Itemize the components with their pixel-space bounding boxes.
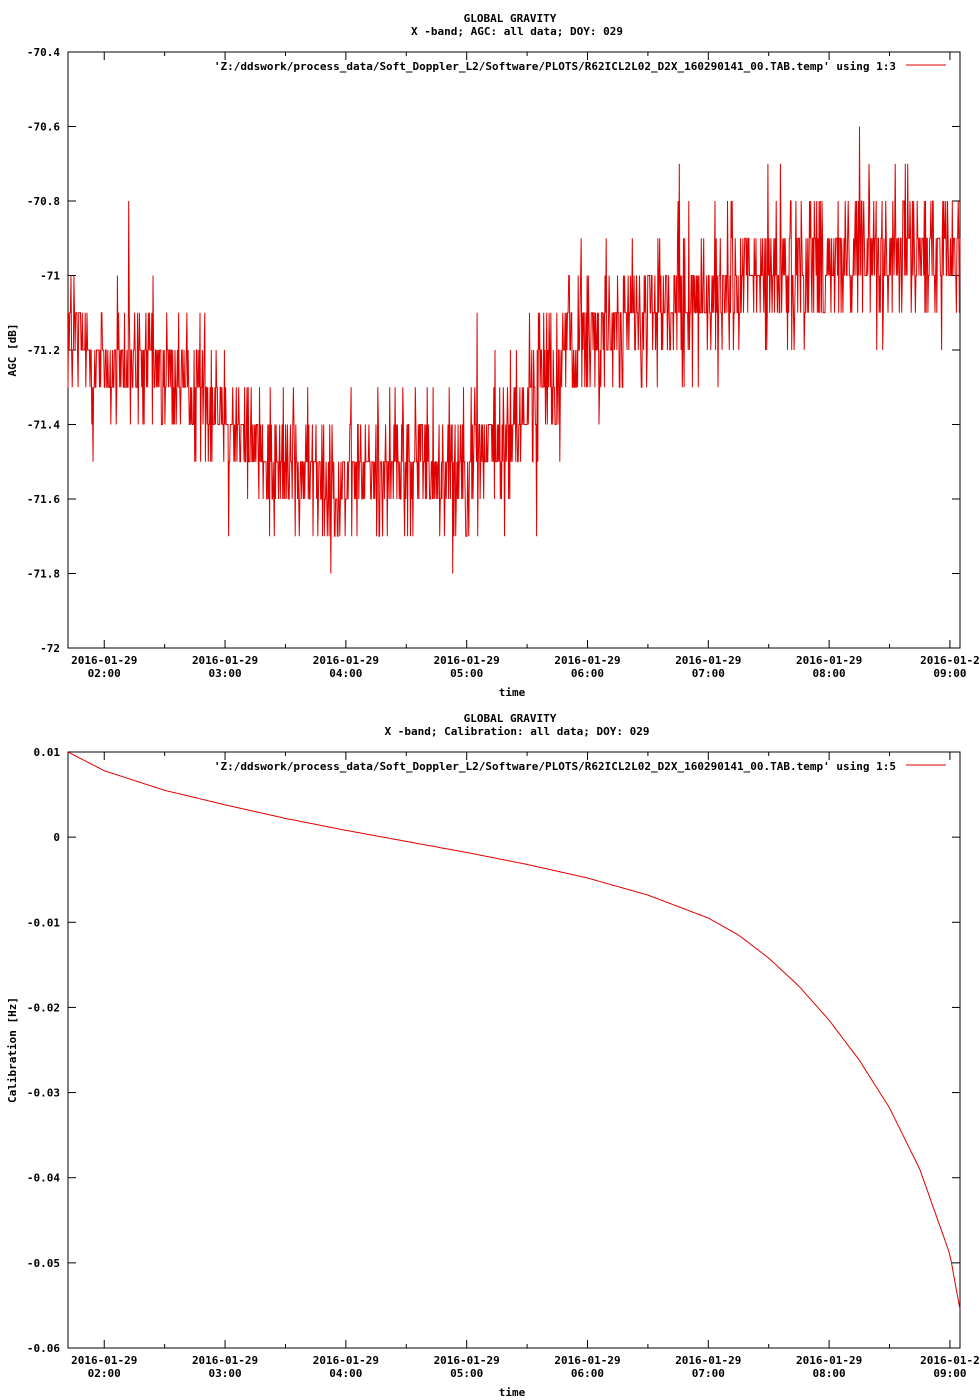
- x-tick-label: 2016-01-29: [192, 654, 258, 667]
- series-line: [67, 751, 961, 1310]
- y-tick-label: -71: [40, 270, 60, 283]
- plot-frame: [67, 51, 961, 649]
- x-tick-label: 2016-01-29: [675, 1354, 741, 1367]
- y-tick-label: -0.03: [27, 1087, 60, 1100]
- y-axis-label: AGC [dB]: [6, 324, 19, 377]
- x-tick-label: 2016-01-29: [71, 1354, 137, 1367]
- x-tick-label: 09:00: [933, 667, 966, 680]
- x-tick-label: 06:00: [571, 1367, 604, 1380]
- calibration-chart: GLOBAL GRAVITY X -band; Calibration: all…: [6, 712, 980, 1399]
- y-axis-label: Calibration [Hz]: [6, 997, 19, 1103]
- y-tick-label: -0.06: [27, 1342, 60, 1355]
- chart-subtitle: X -band; Calibration: all data; DOY: 029: [385, 725, 650, 738]
- x-tick-label: 08:00: [813, 667, 846, 680]
- x-tick-label: 2016-01-29: [434, 654, 500, 667]
- x-tick-label: 2016-01-29: [192, 1354, 258, 1367]
- y-tick-label: -0.05: [27, 1257, 60, 1270]
- x-tick-label: 2016-01-2: [920, 1354, 980, 1367]
- x-tick-label: 2016-01-29: [434, 1354, 500, 1367]
- chart-title: GLOBAL GRAVITY: [464, 712, 557, 725]
- legend-label: 'Z:/ddswork/process_data/Soft_Doppler_L2…: [214, 760, 896, 773]
- x-tick-label: 2016-01-29: [71, 654, 137, 667]
- y-tick-label: -0.01: [27, 916, 60, 929]
- y-tick-label: -71.6: [27, 493, 60, 506]
- x-tick-label: 2016-01-29: [554, 1354, 620, 1367]
- y-tick-label: -70.4: [27, 46, 60, 59]
- x-axis-label: time: [499, 1386, 526, 1399]
- x-tick-label: 05:00: [450, 667, 483, 680]
- y-tick-label: -70.8: [27, 195, 60, 208]
- y-tick-label: -0.02: [27, 1001, 60, 1014]
- y-tick-label: 0.01: [34, 746, 61, 759]
- y-tick-label: -71.2: [27, 344, 60, 357]
- plot-frame: [67, 751, 961, 1349]
- x-tick-label: 2016-01-29: [796, 654, 862, 667]
- x-axis-label: time: [499, 686, 526, 699]
- x-tick-label: 04:00: [329, 667, 362, 680]
- x-tick-label: 05:00: [450, 1367, 483, 1380]
- y-tick-label: -71.4: [27, 419, 60, 432]
- chart-subtitle: X -band; AGC: all data; DOY: 029: [411, 25, 623, 38]
- series-line: [67, 126, 961, 574]
- x-tick-label: 07:00: [692, 667, 725, 680]
- legend-label: 'Z:/ddswork/process_data/Soft_Doppler_L2…: [214, 60, 896, 73]
- chart-title: GLOBAL GRAVITY: [464, 12, 557, 25]
- agc-chart: GLOBAL GRAVITY X -band; AGC: all data; D…: [6, 12, 980, 699]
- x-tick-label: 2016-01-29: [554, 654, 620, 667]
- x-tick-label: 2016-01-2: [920, 654, 980, 667]
- x-tick-label: 06:00: [571, 667, 604, 680]
- x-tick-label: 02:00: [88, 667, 121, 680]
- y-tick-label: -70.6: [27, 121, 60, 134]
- x-tick-label: 2016-01-29: [313, 654, 379, 667]
- x-tick-label: 2016-01-29: [675, 654, 741, 667]
- x-tick-label: 09:00: [933, 1367, 966, 1380]
- y-tick-label: -72: [40, 642, 60, 655]
- x-tick-label: 2016-01-29: [313, 1354, 379, 1367]
- x-tick-label: 02:00: [88, 1367, 121, 1380]
- y-tick-label: -0.04: [27, 1172, 60, 1185]
- y-tick-label: -71.8: [27, 568, 60, 581]
- y-tick-label: 0: [53, 831, 60, 844]
- x-tick-label: 08:00: [813, 1367, 846, 1380]
- x-tick-label: 07:00: [692, 1367, 725, 1380]
- x-tick-label: 03:00: [208, 1367, 241, 1380]
- x-tick-label: 2016-01-29: [796, 1354, 862, 1367]
- x-tick-label: 04:00: [329, 1367, 362, 1380]
- x-tick-label: 03:00: [208, 667, 241, 680]
